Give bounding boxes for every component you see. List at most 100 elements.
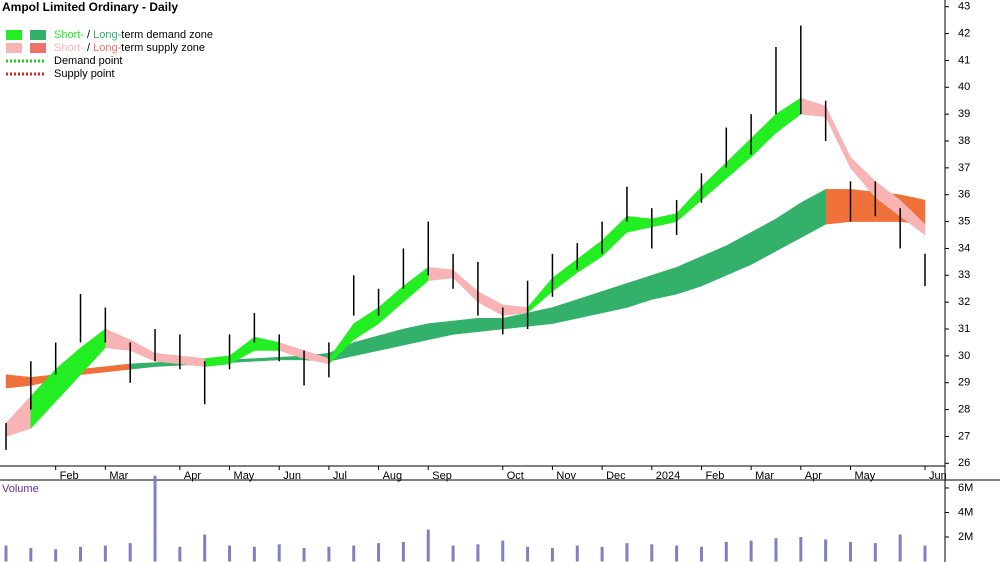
volume-bar [203, 534, 207, 562]
volume-bar [29, 548, 33, 562]
volume-bar [625, 543, 629, 562]
y-tick-label: 42 [958, 27, 970, 39]
volume-bar [228, 545, 232, 562]
y-tick-label: 27 [958, 430, 970, 442]
y-tick-label: 35 [958, 215, 970, 227]
volume-bar [799, 536, 803, 562]
legend-text: Short- / Long-term demand zone [54, 29, 213, 41]
volume-bar [873, 543, 877, 562]
x-tick-label: May [234, 470, 255, 482]
volume-bar [79, 546, 83, 562]
legend-swatch [30, 43, 46, 53]
x-tick-label: Aug [383, 470, 403, 482]
volume-bar [774, 538, 778, 562]
x-tick-label: Mar [755, 470, 774, 482]
volume-bar [401, 541, 405, 562]
legend-text-part: Short- [54, 42, 84, 54]
volume-tick-label: 2M [958, 531, 973, 543]
legend-text-part: Long- [93, 29, 121, 41]
volume-bar [824, 539, 828, 562]
volume-bar [54, 549, 58, 562]
volume-bar [923, 545, 927, 562]
volume-bar [426, 529, 430, 562]
volume-label: Volume [2, 483, 39, 495]
x-tick-label: Apr [184, 470, 201, 482]
y-tick-label: 43 [958, 1, 970, 13]
x-tick-label: Sep [432, 470, 452, 482]
volume-bar [600, 546, 604, 562]
volume-bar [277, 544, 281, 562]
volume-bar [575, 545, 579, 562]
x-tick-label: Jun [929, 470, 947, 482]
x-tick-label: Oct [507, 470, 524, 482]
legend-text: Demand point [54, 55, 123, 67]
y-tick-label: 29 [958, 377, 970, 389]
volume-tick-label: 6M [958, 482, 973, 494]
legend-text-part: term demand zone [121, 29, 213, 41]
volume-bar [526, 546, 530, 562]
volume-bar [476, 544, 480, 562]
volume-bar [377, 543, 381, 562]
volume-bar [302, 548, 306, 562]
y-tick-label: 37 [958, 162, 970, 174]
legend-text-part: Long- [93, 42, 121, 54]
zone-band [129, 188, 826, 370]
volume-bar [103, 545, 107, 562]
y-tick-label: 31 [958, 323, 970, 335]
x-tick-label: Feb [60, 470, 79, 482]
legend-text-part: / [84, 42, 93, 54]
chart-title: Ampol Limited Ordinary - Daily [2, 0, 178, 14]
volume-bar [724, 541, 728, 562]
volume-bar [153, 475, 157, 562]
volume-bar [550, 548, 554, 562]
legend-swatch [30, 30, 46, 40]
x-tick-label: Jul [333, 470, 347, 482]
volume-bar [4, 545, 8, 562]
volume-bar [749, 540, 753, 562]
y-tick-label: 38 [958, 135, 970, 147]
legend-text-part: / [84, 29, 93, 41]
zone-band [328, 266, 429, 365]
y-tick-label: 30 [958, 350, 970, 362]
volume-bar [675, 545, 679, 562]
x-tick-label: Dec [606, 470, 626, 482]
y-tick-label: 36 [958, 189, 970, 201]
x-tick-label: Nov [556, 470, 576, 482]
y-tick-label: 41 [958, 54, 970, 66]
y-tick-label: 26 [958, 457, 970, 469]
legend-text-part: term supply zone [121, 42, 205, 54]
volume-tick-label: 4M [958, 506, 973, 518]
volume-bar [451, 545, 455, 562]
volume-bar [252, 546, 256, 562]
volume-bar [128, 543, 132, 562]
zone-band [30, 328, 106, 430]
volume-bar [699, 546, 703, 562]
legend-text: Short- / Long-term supply zone [54, 42, 205, 54]
volume-bar [650, 544, 654, 562]
x-tick-label: May [854, 470, 875, 482]
volume-bar [501, 540, 505, 562]
y-tick-label: 28 [958, 404, 970, 416]
legend-text-part: Short- [54, 29, 84, 41]
x-tick-label: Feb [705, 470, 724, 482]
y-tick-label: 39 [958, 108, 970, 120]
y-tick-label: 32 [958, 296, 970, 308]
x-tick-label: 2024 [656, 470, 680, 482]
x-tick-label: Mar [109, 470, 128, 482]
legend-swatch [6, 43, 22, 53]
x-tick-label: Jun [283, 470, 301, 482]
volume-bar [848, 541, 852, 562]
volume-bar [352, 545, 356, 562]
legend-swatch [6, 30, 22, 40]
y-tick-label: 33 [958, 269, 970, 281]
y-tick-label: 34 [958, 242, 970, 254]
legend-text: Supply point [54, 68, 115, 80]
volume-bar [178, 546, 182, 562]
volume-bar [327, 546, 331, 562]
volume-bar [898, 534, 902, 562]
y-tick-label: 40 [958, 81, 970, 93]
